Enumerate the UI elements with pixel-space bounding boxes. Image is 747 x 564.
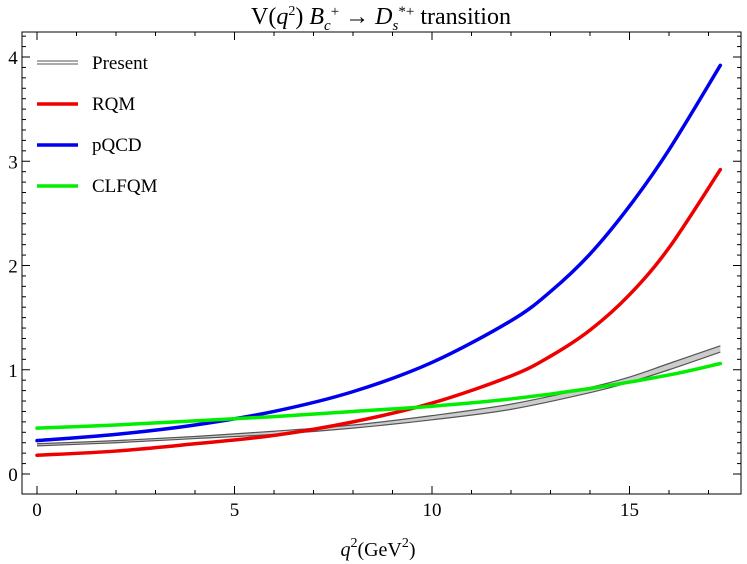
- present-upper-line: [36, 345, 721, 445]
- legend-label-pqcd: pQCD: [92, 135, 142, 156]
- chart-title: V(q2) Bc+ → Ds*+ transition: [251, 4, 511, 34]
- clfqm-line: [35, 361, 723, 430]
- y-tick-label: 1: [8, 361, 18, 382]
- y-tick-label: 0: [8, 465, 18, 486]
- axis-ticks: 0 5 10 15 0 1 2 3 4: [8, 32, 741, 521]
- x-tick-label: 0: [32, 500, 42, 521]
- x-axis-label: q2(GeV2): [340, 536, 415, 561]
- x-tick-label: 10: [423, 500, 442, 521]
- legend-label-clfqm: CLFQM: [92, 176, 158, 197]
- series-lines: [35, 63, 723, 457]
- legend-label-present: Present: [92, 53, 149, 74]
- y-tick-label: 2: [8, 257, 18, 278]
- x-tick-label: 15: [620, 500, 639, 521]
- legend: Present RQM pQCD CLFQM: [37, 53, 158, 197]
- x-tick-label: 5: [230, 500, 240, 521]
- plot-frame: [21, 31, 742, 495]
- rqm-line: [35, 167, 723, 457]
- y-tick-label: 4: [8, 48, 18, 69]
- y-tick-label: 3: [8, 152, 18, 173]
- pqcd-line: [35, 63, 723, 443]
- legend-label-rqm: RQM: [92, 94, 135, 115]
